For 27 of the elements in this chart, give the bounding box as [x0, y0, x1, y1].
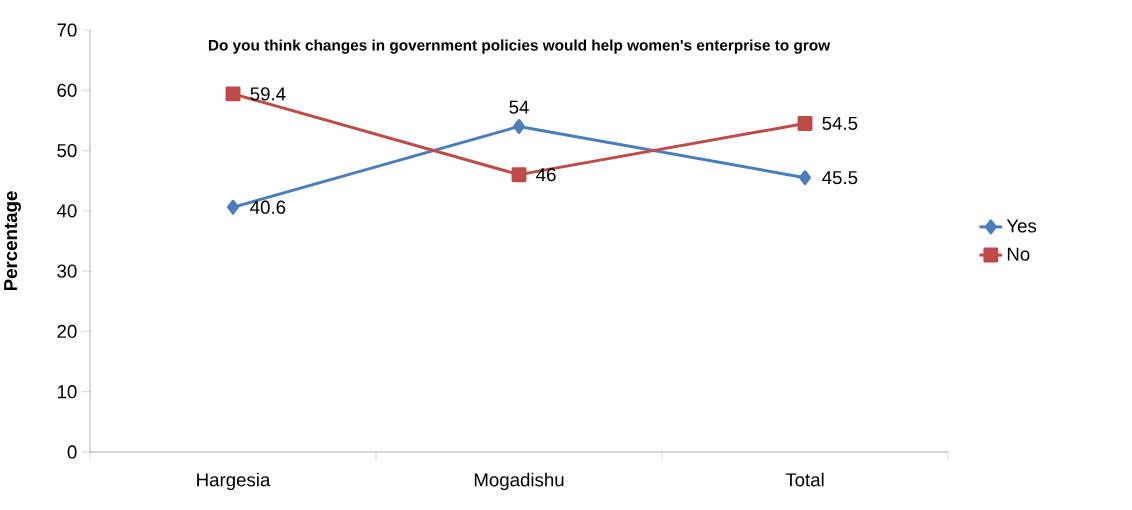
y-axis-title: Percentage [4, 191, 21, 291]
point [225, 86, 241, 102]
y-tick-label: 20 [57, 324, 77, 339]
x-tick-label: Mogadishu [474, 472, 564, 491]
text: Do you think changes in government policies would help women's enterprise to grow [208, 39, 831, 54]
y-tick-label: 10 [57, 385, 77, 399]
point [513, 118, 525, 134]
y-tick-label: 60 [57, 83, 77, 97]
data-label: 46 [536, 168, 556, 182]
y-tick-label: 30 [57, 264, 77, 278]
data-label: 54.5 [822, 116, 858, 130]
x-tick-label: Hargesia [197, 472, 271, 491]
y-tick-label: 40 [56, 204, 77, 218]
data-label: 59.4 [250, 87, 286, 101]
point [799, 170, 811, 186]
point [227, 199, 239, 215]
y-tick-label: 70 [57, 23, 77, 37]
legend-label: No [1007, 247, 1030, 261]
point [511, 167, 527, 183]
point [797, 115, 813, 131]
y-tick-label: 0 [67, 445, 77, 459]
data-label: 40.6 [250, 200, 286, 214]
x-tick-label: Total [785, 472, 824, 487]
legend-label: Yes [1006, 219, 1037, 233]
data-label: 54 [509, 100, 529, 114]
y-tick-label: 50 [57, 143, 77, 158]
data-label: 45.5 [822, 171, 858, 185]
